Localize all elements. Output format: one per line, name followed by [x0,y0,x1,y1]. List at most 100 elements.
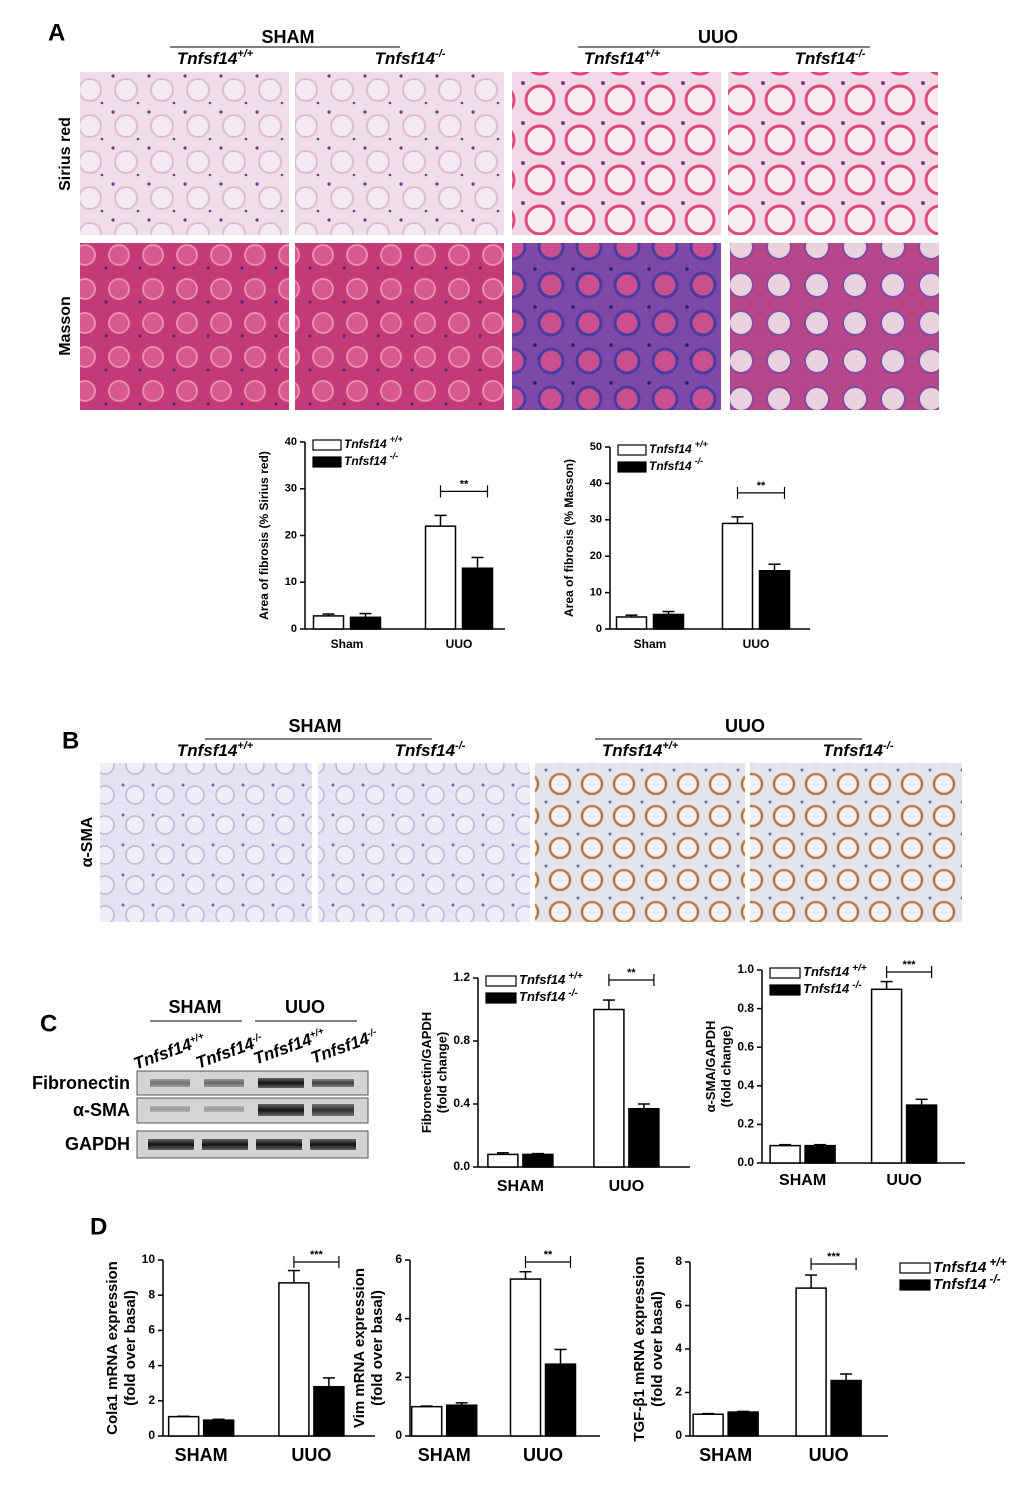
y-tick-label: 0.4 [737,1078,754,1092]
micrograph [512,243,721,410]
legend-superscript: +/+ [568,971,583,982]
bar [424,525,457,630]
significance-label: *** [903,959,917,971]
y-axis-label-line: (fold over basal) [649,1291,666,1407]
western-blot [136,1070,369,1159]
micrograph [728,72,938,235]
y-axis-label: Area of fibrosis (% Masson) [562,459,576,617]
legend-name: Tnfsf14 [933,1259,987,1276]
x-tick-label: UUO [291,1445,331,1465]
x-tick-label: UUO [886,1172,922,1189]
y-axis-label: Cola1 mRNA expression(fold over basal) [104,1261,139,1435]
legend-label: Tnfsf14 -/- [649,456,703,473]
legend-swatch [899,1279,931,1291]
legend-swatch [485,975,517,987]
micrograph [750,763,962,922]
bar-chart: 0 2 4 6 Vim mRNA expression(fold over basal)… [351,1249,600,1465]
legend-swatch [769,984,801,996]
bar [461,567,494,630]
y-axis-label: Fibronectin/GAPDH(fold change) [419,1012,450,1133]
y-tick-label: 0.8 [453,1033,470,1047]
y-tick-label: 0 [291,623,297,635]
significance-label: *** [310,1249,324,1261]
y-tick-label: 2 [395,1370,402,1384]
y-tick-label: 0 [395,1428,402,1442]
significance-bracket [293,1256,340,1268]
legend-label: Tnfsf14 -/- [803,980,862,997]
legend-swatch [769,967,801,979]
genotype-label: Tnfsf14+/+ [177,48,254,69]
y-tick-label: 0.2 [737,1117,754,1131]
x-tick-label: UUO [609,1178,645,1195]
band-label: Fibronectin [32,1073,130,1093]
micrograph [535,763,745,922]
genotype-label: Tnfsf14-/- [395,740,466,761]
legend-swatch [617,444,647,456]
row-label: α-SMA [79,816,96,867]
y-axis-label-line: Cola1 mRNA expression [104,1261,121,1435]
bar [615,616,648,630]
x-tick-label: UUO [446,637,473,651]
bar [769,1144,801,1164]
significance-bracket [524,1256,572,1268]
micrograph [295,72,504,235]
y-tick-label: 10 [285,576,297,588]
panel-label: C [40,1010,57,1037]
y-axis-label: α-SMA/GAPDH(fold change) [703,1021,734,1113]
y-tick-label: 0.0 [453,1159,470,1173]
legend-superscript: +/+ [390,434,404,444]
lane-superscript: -/- [250,1031,263,1045]
y-tick-label: 40 [285,436,297,448]
x-tick-label: SHAM [418,1445,471,1465]
y-tick-label: 10 [142,1252,156,1266]
row-label: Masson [57,296,74,356]
x-tick-label: Sham [634,637,667,651]
y-tick-label: 0.6 [737,1039,754,1053]
bar-chart: 0 10 20 30 40 Area of fibrosis (% Sirius red)… [257,434,505,651]
x-tick-label: UUO [809,1445,849,1465]
genotype-label: Tnfsf14+/+ [584,48,661,69]
lane-name: Tnfsf14 [131,1035,195,1074]
y-axis-label-line: (fold change) [435,1032,450,1114]
y-axis-label-line: Area of fibrosis (% Masson) [562,459,576,617]
y-tick-label: 0.0 [737,1155,754,1169]
bar [628,1107,660,1168]
legend-label: Tnfsf14 +/+ [649,439,708,456]
legend-name: Tnfsf14 [519,989,566,1004]
bar [312,615,345,630]
legend-label: Tnfsf14 +/+ [803,963,867,980]
panel-label: D [90,1213,107,1240]
significance-bracket [736,486,786,499]
y-tick-label: 0.4 [453,1096,470,1110]
legend-label: Tnfsf14 -/- [519,988,578,1005]
genotype-superscript: -/- [883,740,894,752]
significance-label: ** [627,967,636,979]
micrograph [318,763,530,922]
group-label: UUO [698,27,738,47]
significance-label: *** [827,1251,841,1263]
y-axis-label: Vim mRNA expression(fold over basal) [351,1268,386,1428]
micrograph [295,243,504,410]
y-axis-label-line: (fold over basal) [369,1290,386,1406]
genotype-name: Tnfsf14 [602,741,663,760]
y-tick-label: 30 [590,514,602,526]
legend-label: Tnfsf14 +/+ [344,434,403,451]
legend-name: Tnfsf14 [344,454,387,468]
lane-superscript: +/+ [188,1030,205,1045]
genotype-name: Tnfsf14 [177,49,238,68]
group-label: UUO [285,997,325,1017]
y-tick-label: 0 [675,1428,682,1442]
genotype-superscript: -/- [855,48,866,60]
band-label: α-SMA [73,1100,130,1120]
bar [692,1413,724,1437]
y-axis-label-line: (fold over basal) [122,1290,139,1406]
legend-name: Tnfsf14 [344,437,387,451]
bar [202,1419,235,1437]
significance-label: ** [757,480,766,492]
y-tick-label: 4 [395,1311,402,1325]
genotype-label: Tnfsf14-/- [795,48,866,69]
lane-label: Tnfsf14+/+ [131,1030,208,1074]
significance-bracket [439,485,489,498]
legend-superscript: +/+ [852,963,867,974]
